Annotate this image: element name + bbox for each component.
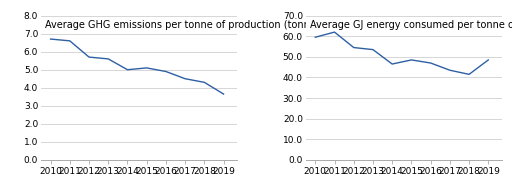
Text: Average GJ energy consumed per tonne of production: Average GJ energy consumed per tonne of … [310,20,512,30]
Text: Average GHG emissions per tonne of production (tonnes): Average GHG emissions per tonne of produ… [45,20,325,30]
